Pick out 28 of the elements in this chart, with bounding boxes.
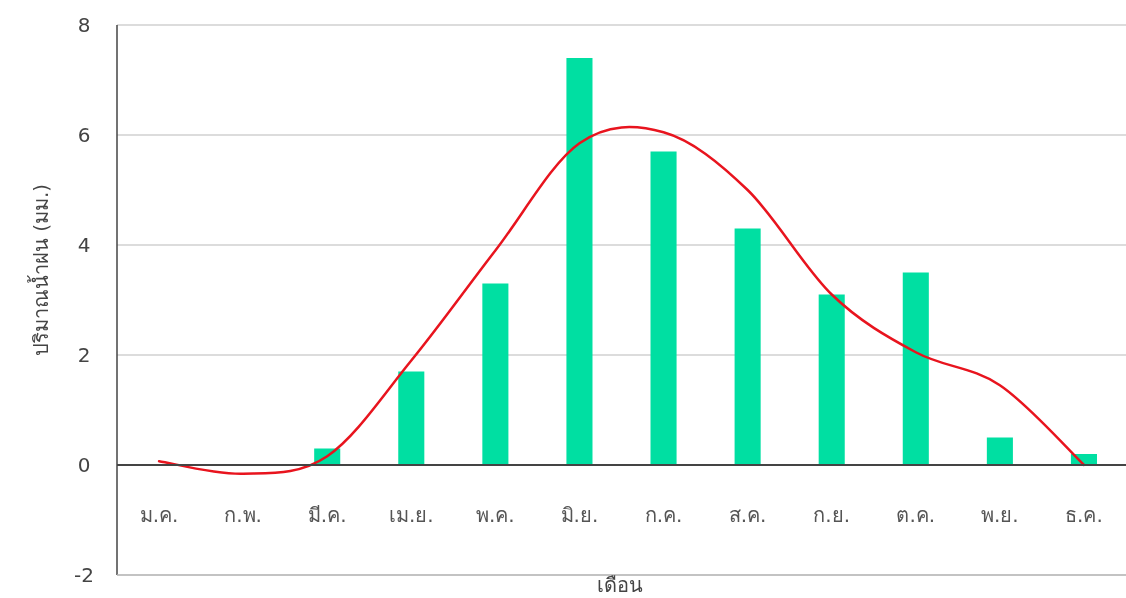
y-tick-label: 8: [77, 13, 91, 37]
y-tick-label: -2: [74, 563, 94, 587]
x-tick-label: มี.ค.: [307, 503, 347, 527]
x-tick-label: ก.ย.: [813, 503, 851, 527]
y-tick-label: 0: [77, 453, 91, 477]
y-tick-label: 6: [77, 123, 91, 147]
bar: [398, 371, 425, 465]
bar: [902, 272, 929, 465]
bar: [734, 228, 761, 465]
x-tick-label: ธ.ค.: [1065, 503, 1103, 527]
bar: [650, 151, 677, 465]
bar: [566, 58, 593, 465]
bar: [818, 294, 845, 465]
x-tick-label: มิ.ย.: [560, 503, 599, 527]
x-tick-label: ส.ค.: [728, 503, 767, 527]
x-tick-label: ก.พ.: [224, 503, 262, 527]
x-tick-label: พ.ย.: [981, 503, 1019, 527]
x-tick-label: พ.ค.: [476, 503, 515, 527]
x-tick-label: เม.ย.: [388, 503, 434, 527]
y-tick-label: 2: [77, 343, 91, 367]
bar: [986, 437, 1013, 465]
x-axis-title: เดือน: [597, 573, 643, 597]
y-axis-title: ปริมาณน้ำฝน (มม.): [27, 183, 53, 357]
y-tick-label: 4: [77, 233, 91, 257]
x-tick-label: ม.ค.: [139, 503, 179, 527]
x-tick-label: ต.ค.: [896, 503, 936, 527]
x-tick-label: ก.ค.: [644, 503, 683, 527]
bar: [482, 283, 509, 465]
